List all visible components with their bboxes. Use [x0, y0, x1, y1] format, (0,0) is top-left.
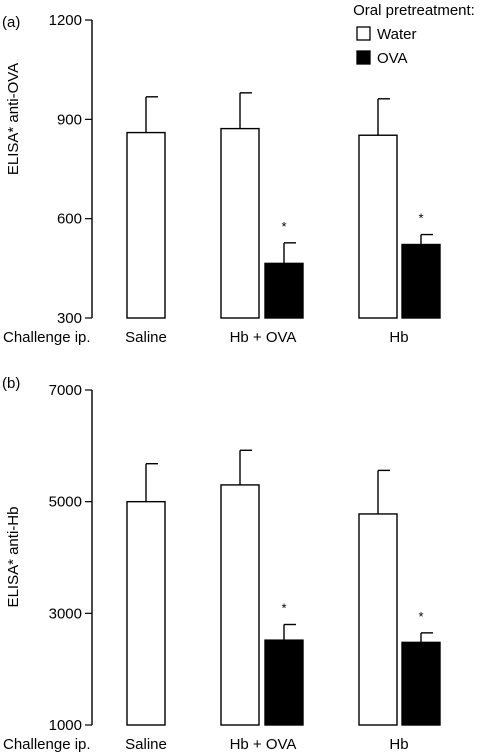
panel-a-y-tick-label: 600 — [57, 211, 82, 228]
panel-a-significance-marker: * — [281, 219, 286, 234]
legend-title: Oral pretreatment: — [353, 2, 475, 19]
panel-a-x-axis-title: Challenge ip. — [3, 329, 91, 346]
panel-b-y-tick-label: 1000 — [49, 717, 82, 734]
panel-a-bar-water — [220, 127, 260, 319]
panel-b-significance-marker: * — [418, 609, 423, 624]
panel-b-y-axis-title: ELISA* anti-Hb — [5, 507, 22, 608]
panel-b-y-tick-label: 5000 — [49, 494, 82, 511]
panel-b-label: (b) — [2, 375, 20, 392]
panel-b-bar-ova — [401, 641, 441, 726]
panel-a-category-label: Saline — [125, 329, 167, 346]
panel-b-bar-water — [358, 513, 398, 726]
panel-a-y-ticks: 300 600 900 1200 — [49, 12, 92, 327]
panel-b-bar-water — [126, 500, 166, 726]
legend-swatch-water — [356, 26, 371, 41]
panel-a-y-axis-title: ELISA* anti-OVA — [5, 63, 22, 175]
panel-a-y-tick-label: 300 — [57, 310, 82, 327]
legend: Oral pretreatment: Water OVA — [353, 2, 475, 67]
panel-a-bar-ova — [401, 243, 441, 319]
panel-b-category-label: Saline — [125, 736, 167, 753]
panel-b-y-tick-label: 7000 — [49, 382, 82, 399]
panel-b-y-ticks: 1000 3000 5000 7000 — [49, 382, 92, 734]
panel-b-category-label: Hb — [389, 736, 408, 753]
panel-a-y-tick-label: 900 — [57, 111, 82, 128]
panel-a-bar-water — [126, 131, 166, 319]
panel-a-label: (a) — [2, 14, 20, 31]
legend-swatch-ova — [356, 50, 371, 65]
panel-b-bar-water — [220, 484, 260, 726]
panel-a-bar-ova — [264, 262, 304, 319]
panel-b-y-tick-label: 3000 — [49, 605, 82, 622]
panel-b-bars: ** — [126, 449, 441, 726]
panel-a-significance-marker: * — [418, 211, 423, 226]
legend-label-ova: OVA — [377, 50, 408, 67]
panel-a-category-label: Hb — [389, 329, 408, 346]
panel-a-y-tick-label: 1200 — [49, 12, 82, 29]
panel-b-significance-marker: * — [281, 601, 286, 616]
panel-a-bars: ** — [126, 92, 441, 319]
panel-a-category-label: Hb + OVA — [230, 329, 297, 346]
panel-b-x-axis-title: Challenge ip. — [3, 736, 91, 753]
legend-label-water: Water — [377, 26, 416, 43]
panel-b-bar-ova — [264, 639, 304, 726]
panel-b-category-label: Hb + OVA — [230, 736, 297, 753]
panel-a-bar-water — [358, 134, 398, 319]
